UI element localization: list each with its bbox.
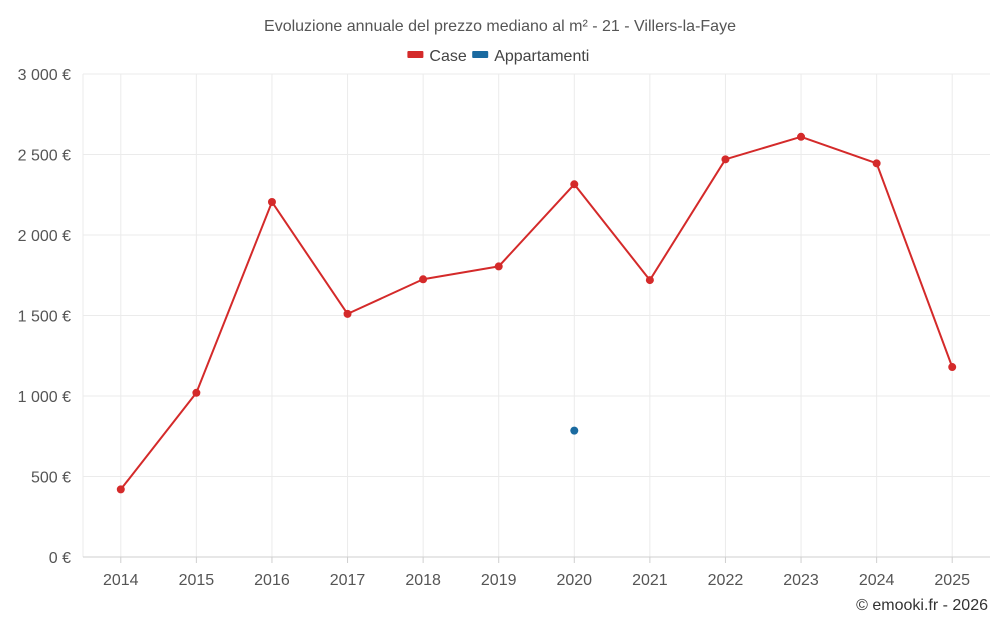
x-tick-label: 2015	[179, 572, 215, 589]
x-tick-label: 2019	[481, 572, 517, 589]
legend: Case Appartamenti	[407, 48, 589, 65]
x-tick-label: 2014	[103, 572, 139, 589]
y-tick-label: 500 €	[31, 470, 71, 487]
y-tick-label: 0 €	[49, 550, 71, 567]
data-point	[267, 197, 276, 206]
data-point	[872, 159, 881, 168]
x-tick-label: 2020	[556, 572, 592, 589]
legend-swatch	[407, 51, 424, 58]
x-tick-label: 2023	[783, 572, 819, 589]
x-tick-label: 2017	[330, 572, 366, 589]
axes: 0 € 500 € 1 000 € 1 500 € 2 000 € 2 500 € 3 00…	[18, 67, 990, 589]
y-tick-label: 2 000 €	[18, 228, 71, 245]
data-point	[948, 363, 957, 372]
x-tick-label: 2022	[708, 572, 744, 589]
data-point	[116, 485, 125, 494]
legend-item-case: Case	[407, 48, 467, 65]
data-point	[797, 132, 806, 141]
data-point	[570, 426, 579, 435]
data-point	[419, 275, 428, 284]
y-tick-label: 1 500 €	[18, 309, 71, 326]
x-tick-label: 2025	[934, 572, 970, 589]
data-point	[494, 262, 503, 271]
y-tick-label: 1 000 €	[18, 389, 71, 406]
legend-label: Appartamenti	[494, 48, 589, 65]
x-tick-label: 2021	[632, 572, 668, 589]
series-layer	[116, 132, 957, 494]
grid-lines	[82, 73, 990, 557]
series-case	[116, 132, 957, 494]
legend-item-appartamenti: Appartamenti	[472, 48, 589, 65]
x-tick-label: 2024	[859, 572, 895, 589]
credit-text: © emooki.fr - 2026	[856, 597, 988, 614]
x-tick-label: 2018	[405, 572, 441, 589]
data-point	[570, 180, 579, 189]
series-appartamenti	[570, 426, 579, 435]
data-point	[721, 155, 730, 164]
data-point	[645, 276, 654, 285]
legend-label: Case	[429, 48, 466, 65]
chart-title: Evoluzione annuale del prezzo mediano al…	[264, 18, 736, 35]
x-tick-label: 2016	[254, 572, 290, 589]
legend-swatch	[472, 51, 489, 58]
data-point	[343, 309, 352, 318]
y-tick-label: 2 500 €	[18, 148, 71, 165]
y-tick-label: 3 000 €	[18, 67, 71, 84]
data-point	[192, 388, 201, 397]
series-line	[120, 135, 954, 490]
